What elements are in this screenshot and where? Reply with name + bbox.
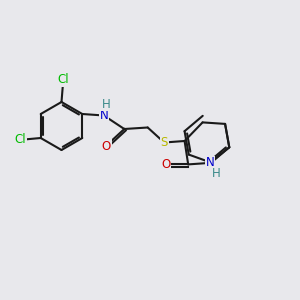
Text: N: N (206, 156, 214, 170)
Text: Cl: Cl (57, 73, 69, 86)
Text: N: N (100, 109, 108, 122)
Text: S: S (160, 136, 168, 149)
Text: H: H (102, 98, 110, 111)
Text: O: O (161, 158, 171, 171)
Text: Cl: Cl (15, 133, 26, 146)
Text: O: O (102, 140, 111, 153)
Text: H: H (212, 167, 221, 180)
